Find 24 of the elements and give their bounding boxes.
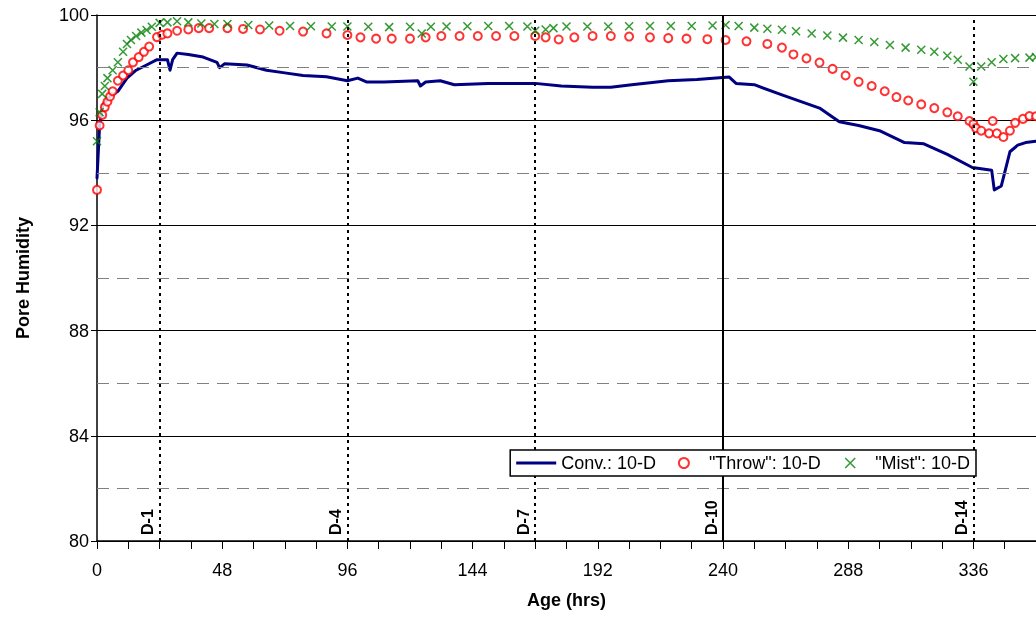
y-axis-title: Pore Humidity (13, 216, 33, 340)
y-tick-label: 88 (68, 320, 89, 341)
x-axis-title: Age (hrs) (526, 590, 607, 610)
x-tick-label: 48 (212, 560, 233, 580)
x-tick-label: 192 (582, 560, 613, 580)
y-tick-label: 92 (68, 215, 89, 236)
x-tick-label: 96 (337, 560, 358, 580)
ref-line-label: D-1 (139, 509, 157, 535)
ref-line-label: D-7 (514, 509, 532, 535)
ref-line-label: D-4 (326, 509, 344, 535)
ref-line-label: D-14 (952, 500, 970, 535)
legend-label: Conv.: 10-D (561, 453, 656, 473)
x-tick-label: 144 (457, 560, 488, 580)
y-tick-label: 80 (68, 531, 89, 551)
x-tick-label: 0 (91, 560, 103, 580)
y-tick-label: 100 (58, 5, 89, 25)
y-tick-label: 84 (68, 425, 89, 446)
ref-line-label: D-10 (702, 500, 720, 535)
x-tick-label: 336 (958, 560, 989, 580)
legend-label: "Throw": 10-D (708, 453, 821, 473)
y-tick-label: 96 (68, 110, 89, 131)
legend-label: "Mist": 10-D (875, 453, 971, 473)
x-tick-label: 240 (707, 560, 739, 580)
x-tick-label: 288 (833, 560, 864, 580)
